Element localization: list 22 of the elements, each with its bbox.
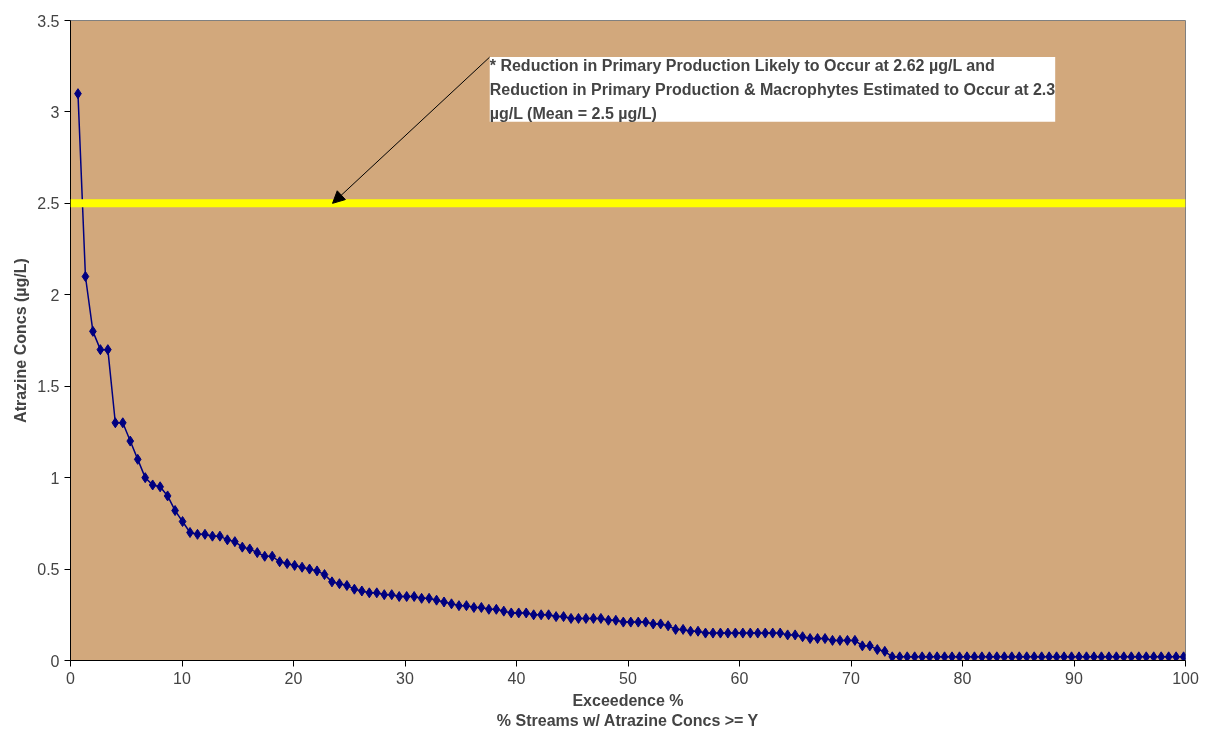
x-tick-label: 30 (396, 669, 414, 687)
y-tick-label: 0.5 (37, 561, 60, 579)
x-tick-label: 80 (953, 669, 972, 687)
y-tick-label: 2 (50, 286, 60, 304)
x-tick-label: 40 (507, 669, 526, 687)
y-tick-label: 2.5 (37, 195, 60, 213)
x-tick-label: 90 (1065, 669, 1083, 687)
x-tick-label: 50 (619, 669, 637, 687)
y-tick-label: 3 (50, 103, 60, 121)
x-axis-title: Exceedence % % Streams w/ Atrazine Concs >= Y (496, 691, 759, 729)
x-tick-label: 0 (66, 669, 76, 687)
x-tick-label: 60 (730, 669, 749, 687)
x-tick-label: 70 (842, 669, 860, 687)
annotation: * Reduction in Primary Production Likely to Occur at 2.62 µg/L and Reduction in Primary Production & Macrophytes Estimated to Occur at 2.3 µg/L (Mean = 2.5 µg/L) (489, 57, 1056, 122)
x-tick-label: 20 (284, 669, 303, 687)
y-axis-title: Atrazine Concs (µg/L) (12, 258, 30, 423)
y-tick-label: 1 (50, 469, 60, 487)
x-tick-label: 100 (1172, 669, 1199, 687)
y-tick-label: 0 (50, 652, 60, 670)
y-tick-label: 1.5 (37, 378, 60, 396)
x-tick-label: 10 (173, 669, 191, 687)
y-tick-label: 3.5 (37, 12, 60, 30)
